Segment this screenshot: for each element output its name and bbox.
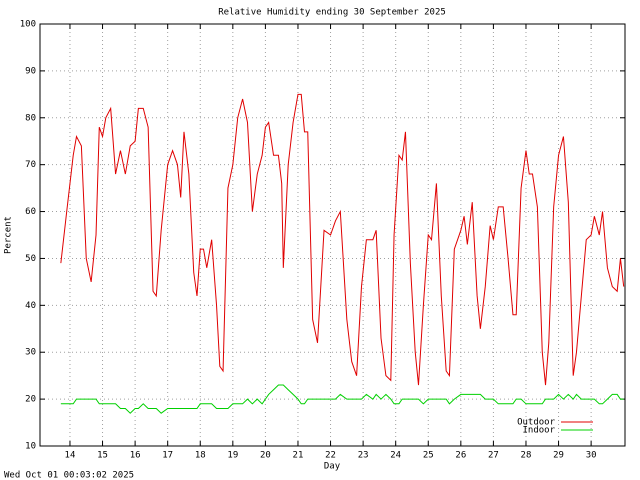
data-line bbox=[60, 93, 625, 386]
timestamp: Wed Oct 01 00:03:02 2025 bbox=[4, 471, 134, 480]
x-tick-label: 21 bbox=[293, 451, 304, 461]
y-tick-label: 60 bbox=[25, 207, 36, 217]
x-tick-label: 29 bbox=[553, 451, 564, 461]
y-tick-label: 70 bbox=[25, 160, 36, 170]
y-tick-label: 90 bbox=[25, 66, 36, 76]
x-tick-label: 15 bbox=[97, 451, 108, 461]
x-tick-label: 24 bbox=[390, 451, 401, 461]
chart-title: Relative Humidity ending 30 September 20… bbox=[218, 8, 446, 18]
x-tick-label: 26 bbox=[455, 451, 466, 461]
x-tick-label: 30 bbox=[586, 451, 597, 461]
y-tick-label: 30 bbox=[25, 348, 36, 358]
x-tick-label: 19 bbox=[227, 451, 238, 461]
x-tick-label: 14 bbox=[65, 451, 76, 461]
legend-label: Indoor bbox=[522, 426, 555, 436]
x-tick-label: 23 bbox=[358, 451, 369, 461]
y-axis-label: Percent bbox=[4, 216, 14, 254]
x-tick-label: 18 bbox=[195, 451, 206, 461]
y-tick-label: 10 bbox=[25, 442, 36, 452]
y-tick-label: 100 bbox=[20, 20, 36, 30]
x-tick-label: 27 bbox=[488, 451, 499, 461]
x-tick-label: 28 bbox=[521, 451, 532, 461]
legend-label: Outdoor bbox=[517, 418, 556, 428]
x-axis-label: Day bbox=[324, 462, 341, 472]
y-tick-label: 50 bbox=[25, 254, 36, 264]
x-tick-label: 20 bbox=[260, 451, 271, 461]
x-tick-label: 16 bbox=[130, 451, 141, 461]
plot-border bbox=[39, 23, 626, 447]
x-tick-label: 17 bbox=[162, 451, 173, 461]
x-tick-label: 22 bbox=[325, 451, 336, 461]
y-tick-label: 20 bbox=[25, 395, 36, 405]
y-tick-label: 40 bbox=[25, 301, 36, 311]
y-tick-label: 80 bbox=[25, 113, 36, 123]
data-line bbox=[60, 384, 624, 414]
x-tick-label: 25 bbox=[423, 451, 434, 461]
